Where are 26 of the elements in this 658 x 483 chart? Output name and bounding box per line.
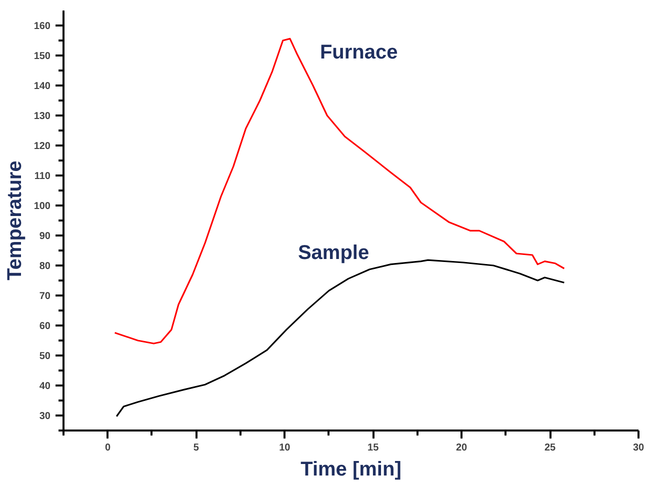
y-axis-title: Temperature <box>4 160 26 280</box>
x-tick-label: 20 <box>456 442 468 454</box>
series-label: Furnace <box>320 42 398 64</box>
y-tick-label: 160 <box>34 21 51 32</box>
x-axis-title: Time [min] <box>300 458 402 480</box>
y-tick-label: 70 <box>39 291 51 302</box>
y-tick-label: 90 <box>39 231 51 242</box>
x-tick-label: 30 <box>632 442 644 454</box>
x-tick-label: 5 <box>193 442 200 454</box>
y-tick-label: 130 <box>34 111 51 122</box>
line-series <box>114 38 565 344</box>
x-tick-label: 0 <box>104 442 111 454</box>
y-tick-label: 60 <box>39 321 51 332</box>
y-tick-label: 40 <box>39 381 51 392</box>
y-tick-label: 120 <box>34 141 51 152</box>
x-tick-label: 10 <box>279 442 291 454</box>
y-tick-label: 100 <box>34 201 51 212</box>
y-tick-label: 50 <box>39 351 51 362</box>
y-tick-label: 80 <box>39 261 51 272</box>
x-tick-label: 25 <box>544 442 556 454</box>
y-tick-label: 30 <box>39 411 51 422</box>
series-label: Sample <box>298 242 370 264</box>
y-tick-label: 110 <box>34 171 51 182</box>
x-tick-label: 15 <box>368 442 380 454</box>
y-tick-label: 140 <box>34 81 51 92</box>
y-tick-label: 150 <box>34 51 51 62</box>
